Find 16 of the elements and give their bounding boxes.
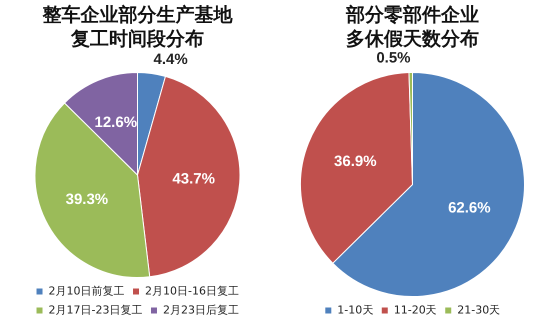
data-label: 4.4%	[154, 50, 188, 68]
legend-label: 11-20天	[394, 303, 437, 316]
data-label: 36.9%	[334, 152, 377, 170]
data-label: 0.5%	[376, 50, 411, 67]
chart-title: 整车企业部分生产基地复工时间段分布	[42, 4, 234, 52]
data-label: 12.6%	[94, 114, 138, 132]
data-label: 39.3%	[66, 190, 108, 208]
legend-label: 2月10日前复工	[48, 284, 125, 298]
legend-label: 1-10天	[337, 303, 374, 316]
data-label: 43.7%	[172, 170, 215, 188]
legend-label: 2月10日-16日复工	[145, 284, 239, 298]
data-label: 62.6%	[448, 199, 491, 216]
chart-title: 部分零部件企业多休假天数分布	[344, 4, 480, 52]
legend-label: 2月23日后复工	[162, 303, 239, 316]
legend-label: 2月17日-23日复工	[48, 303, 142, 316]
legend-label: 21-30天	[457, 303, 500, 316]
